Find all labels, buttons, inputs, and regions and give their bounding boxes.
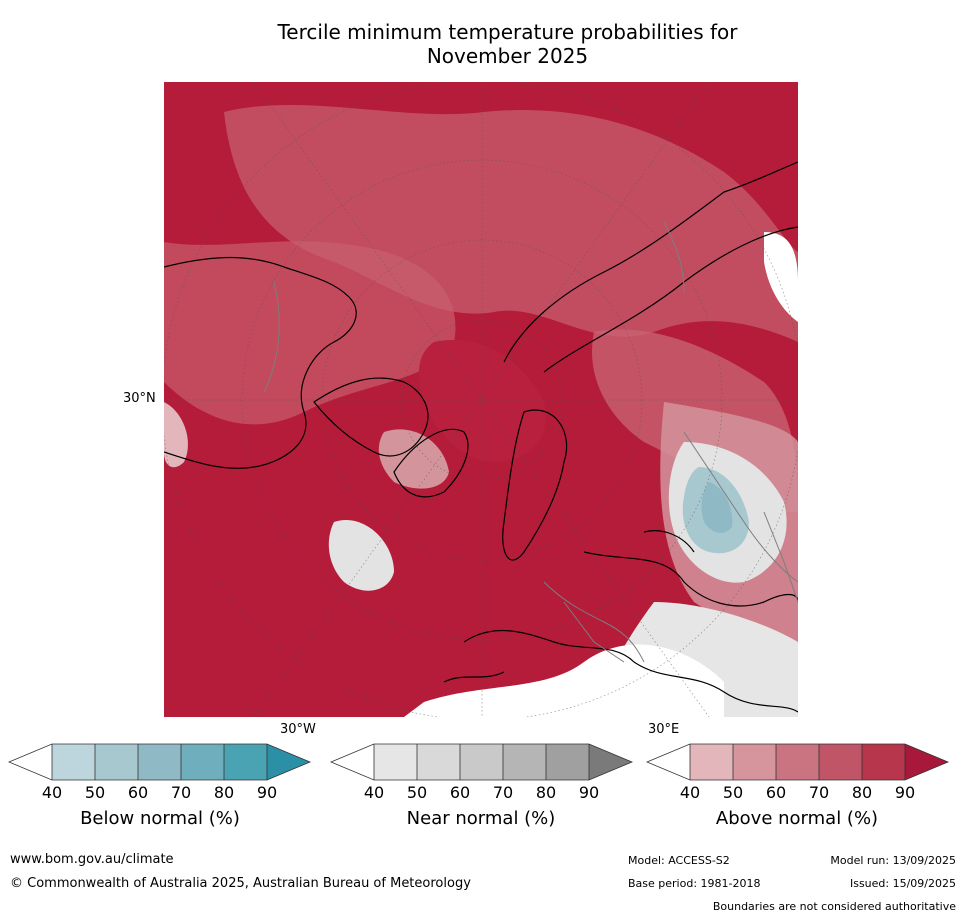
colorbar-above-normal-swatches — [646, 743, 950, 781]
colorbar-label-near: Near normal (%) — [406, 808, 556, 829]
below-tick: 40 — [41, 783, 63, 802]
near-tick: 40 — [363, 783, 385, 802]
above-tick: 70 — [808, 783, 830, 802]
near-tick: 60 — [449, 783, 471, 802]
lat-label-30n: 30°N — [123, 391, 156, 406]
above-swatch-1 — [690, 744, 733, 780]
above-swatch-2 — [733, 744, 776, 780]
colorbar-near-normal-swatches — [330, 743, 634, 781]
below-swatch-1 — [52, 744, 95, 780]
above-tick: 90 — [894, 783, 916, 802]
below-swatch-6 — [267, 744, 310, 780]
colorbar-near-normal — [330, 743, 635, 781]
below-swatch-3 — [138, 744, 181, 780]
near-swatch-4 — [503, 744, 546, 780]
near-swatch-5 — [546, 744, 589, 780]
copyright-text: © Commonwealth of Australia 2025, Austra… — [10, 876, 471, 891]
issued-info: Issued: 15/09/2025 — [849, 877, 956, 890]
near-tick: 90 — [578, 783, 600, 802]
above-swatch-0 — [647, 744, 690, 780]
above-swatch-6 — [905, 744, 948, 780]
near-swatch-0 — [331, 744, 374, 780]
near-tick: 70 — [492, 783, 514, 802]
above-tick: 50 — [722, 783, 744, 802]
below-swatch-0 — [9, 744, 52, 780]
near-tick: 50 — [406, 783, 428, 802]
near-swatch-6 — [589, 744, 632, 780]
below-tick: 50 — [84, 783, 106, 802]
below-swatch-4 — [181, 744, 224, 780]
above-tick: 80 — [851, 783, 873, 802]
below-swatch-5 — [224, 744, 267, 780]
website-link[interactable]: www.bom.gov.au/climate — [10, 852, 174, 867]
colorbar-above-normal — [646, 743, 951, 781]
above-tick: 60 — [765, 783, 787, 802]
below-tick: 90 — [256, 783, 278, 802]
below-tick: 60 — [127, 783, 149, 802]
map-canvas — [164, 82, 798, 717]
above-swatch-5 — [862, 744, 905, 780]
title-line-2: November 2025 — [426, 44, 589, 68]
disclaimer-text: Boundaries are not considered authoritat… — [712, 900, 956, 913]
colorbar-label-above: Above normal (%) — [715, 808, 879, 829]
above-swatch-4 — [819, 744, 862, 780]
near-swatch-3 — [460, 744, 503, 780]
near-swatch-1 — [374, 744, 417, 780]
above-swatch-3 — [776, 744, 819, 780]
colorbar-label-below: Below normal (%) — [80, 808, 240, 829]
lon-label-30e: 30°E — [648, 722, 680, 737]
above-tick: 40 — [679, 783, 701, 802]
lon-label-30w: 30°W — [280, 722, 316, 737]
model-info: Model: ACCESS-S2 — [628, 854, 730, 867]
below-swatch-2 — [95, 744, 138, 780]
base-period-info: Base period: 1981-2018 — [628, 877, 761, 890]
near-tick: 80 — [535, 783, 557, 802]
title-line-1: Tercile minimum temperature probabilitie… — [277, 20, 738, 44]
colorbar-below-normal — [8, 743, 313, 781]
map-title: Tercile minimum temperature probabilitie… — [160, 20, 855, 68]
model-run-info: Model run: 13/09/2025 — [830, 854, 956, 867]
colorbar-below-normal-swatches — [8, 743, 312, 781]
below-tick: 70 — [170, 783, 192, 802]
below-tick: 80 — [213, 783, 235, 802]
near-swatch-2 — [417, 744, 460, 780]
probability-map — [164, 82, 798, 717]
